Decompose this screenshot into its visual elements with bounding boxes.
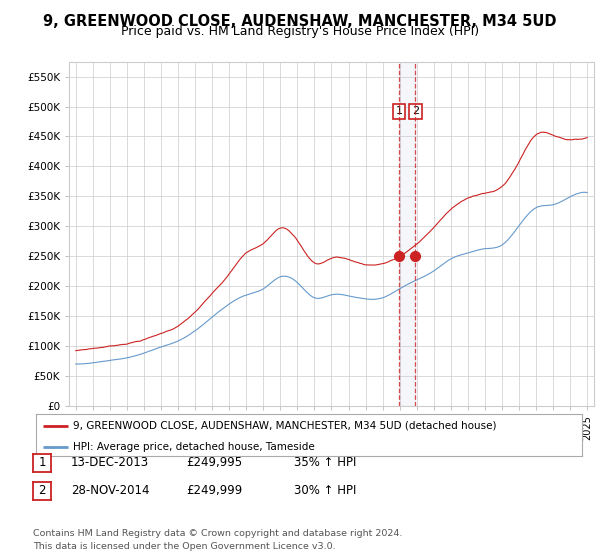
Text: HPI: Average price, detached house, Tameside: HPI: Average price, detached house, Tame… — [73, 442, 315, 452]
Text: 2: 2 — [38, 484, 46, 497]
Text: Price paid vs. HM Land Registry's House Price Index (HPI): Price paid vs. HM Land Registry's House … — [121, 25, 479, 38]
Text: 35% ↑ HPI: 35% ↑ HPI — [294, 456, 356, 469]
Bar — [399, 62, 415, 406]
Text: 28-NOV-2014: 28-NOV-2014 — [71, 484, 149, 497]
Text: £249,995: £249,995 — [186, 456, 242, 469]
Text: 9, GREENWOOD CLOSE, AUDENSHAW, MANCHESTER, M34 5UD (detached house): 9, GREENWOOD CLOSE, AUDENSHAW, MANCHESTE… — [73, 421, 497, 431]
Text: £249,999: £249,999 — [186, 484, 242, 497]
Text: 1: 1 — [395, 106, 403, 116]
Text: 2: 2 — [412, 106, 419, 116]
Text: 1: 1 — [38, 456, 46, 469]
Text: Contains HM Land Registry data © Crown copyright and database right 2024.
This d: Contains HM Land Registry data © Crown c… — [33, 529, 403, 550]
Text: 9, GREENWOOD CLOSE, AUDENSHAW, MANCHESTER, M34 5UD: 9, GREENWOOD CLOSE, AUDENSHAW, MANCHESTE… — [43, 14, 557, 29]
Text: 30% ↑ HPI: 30% ↑ HPI — [294, 484, 356, 497]
Text: 13-DEC-2013: 13-DEC-2013 — [71, 456, 149, 469]
